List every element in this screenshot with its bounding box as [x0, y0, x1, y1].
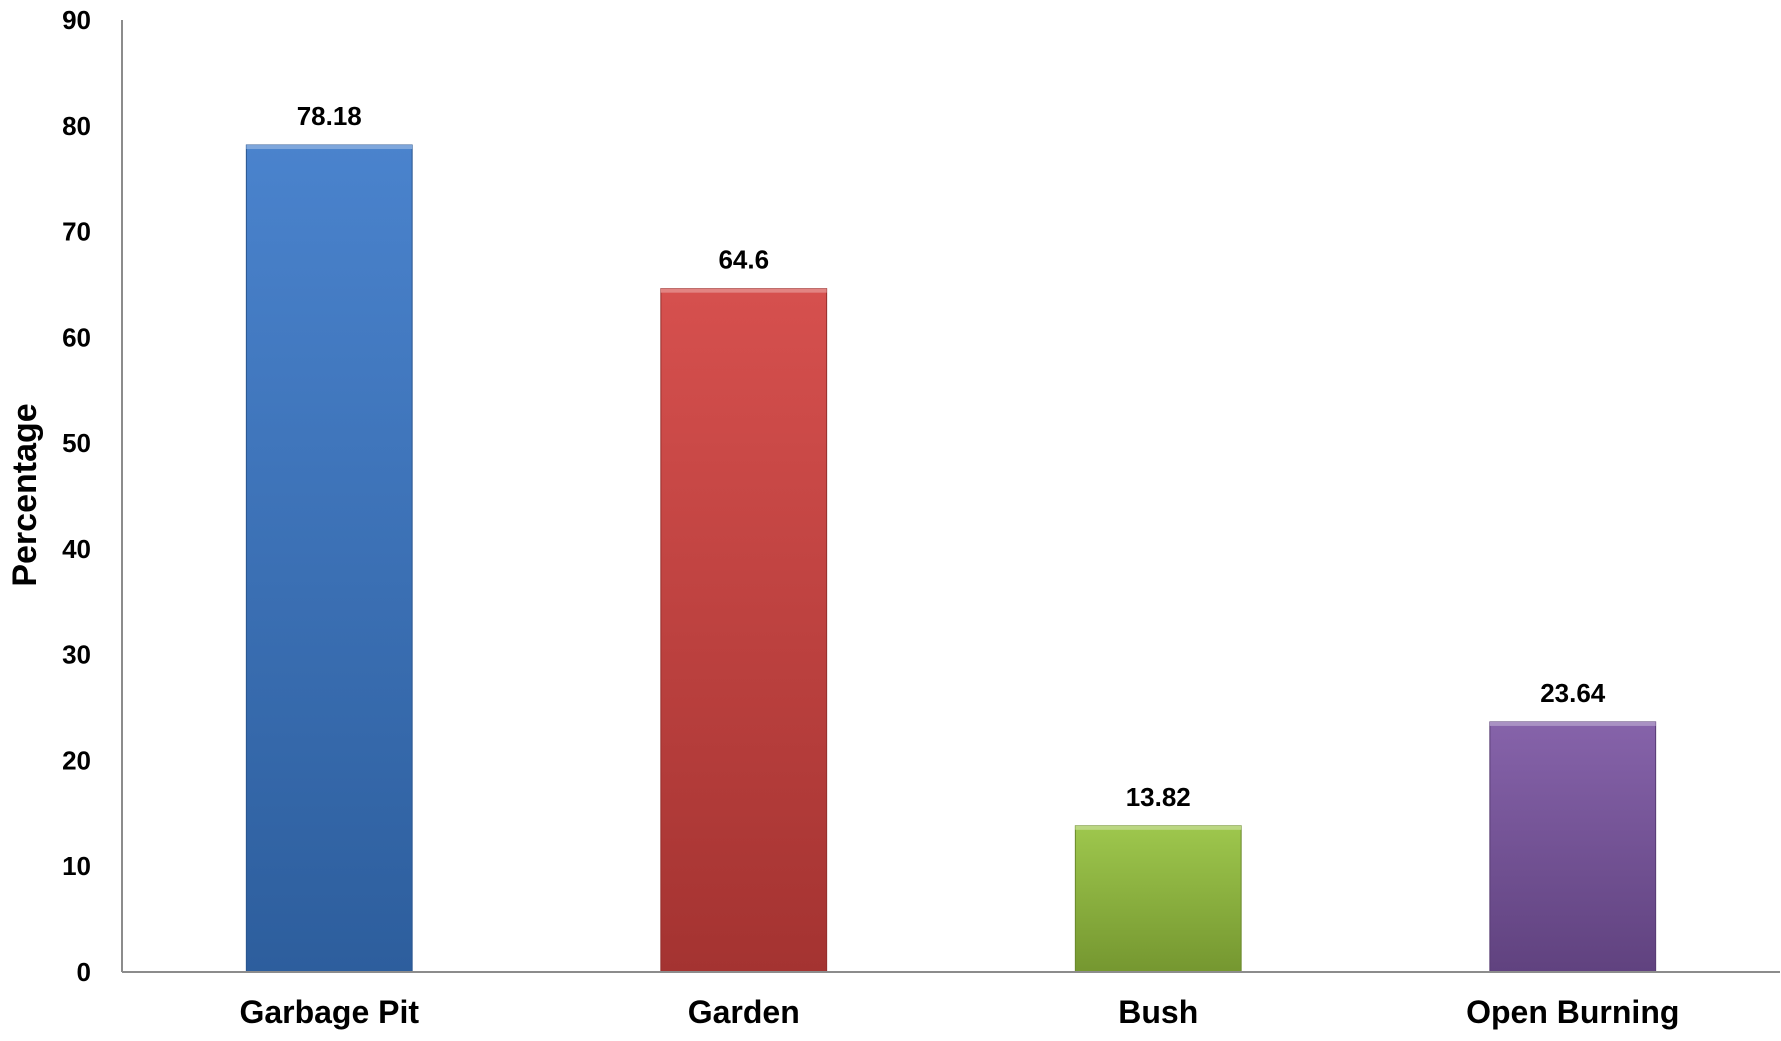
y-tick-label: 20 [62, 745, 91, 775]
x-tick-label: Garbage Pit [239, 994, 419, 1030]
bar-top-bevel [660, 288, 827, 293]
x-tick-label: Garden [688, 994, 800, 1030]
y-tick-label: 60 [62, 322, 91, 352]
bars-layer [245, 144, 1657, 973]
y-tick-label: 80 [62, 111, 91, 141]
data-label: 13.82 [1126, 782, 1191, 812]
x-tick-label: Bush [1118, 994, 1198, 1030]
bar-top-bevel [246, 145, 413, 150]
data-label: 23.64 [1540, 678, 1606, 708]
bar-top-bevel [1489, 721, 1656, 726]
y-axis-title: Percentage [6, 403, 44, 586]
y-tick-label: 10 [62, 851, 91, 881]
x-tick-label: Open Burning [1466, 994, 1679, 1030]
bar [1074, 825, 1242, 973]
bar [660, 288, 828, 973]
bar [245, 144, 413, 973]
y-tick-labels: 0 10 20 30 40 50 60 70 80 90 [62, 5, 91, 987]
y-tick-label: 70 [62, 217, 91, 247]
y-tick-label: 40 [62, 534, 91, 564]
y-tick-label: 50 [62, 428, 91, 458]
axes-layer [121, 20, 1780, 973]
y-tick-label: 90 [62, 5, 91, 35]
x-tick-labels: Garbage Pit Garden Bush Open Burning [239, 994, 1679, 1030]
data-labels: 78.18 64.6 13.82 23.64 [297, 101, 1606, 812]
y-tick-label: 30 [62, 640, 91, 670]
bar-top-bevel [1075, 825, 1242, 830]
data-label: 64.6 [718, 245, 769, 275]
y-tick-label: 0 [77, 957, 91, 987]
bar [1489, 721, 1657, 973]
data-label: 78.18 [297, 101, 362, 131]
